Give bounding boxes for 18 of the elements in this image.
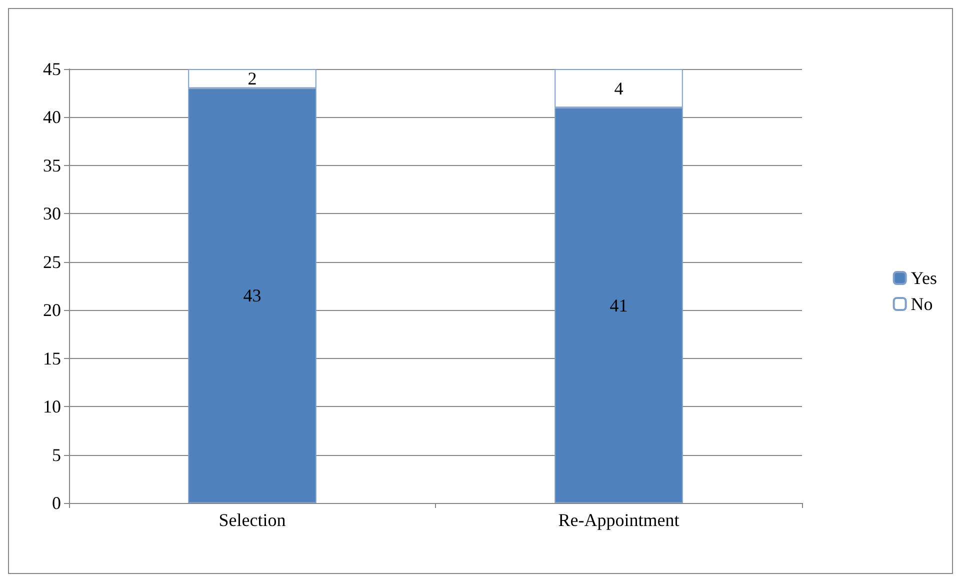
legend-label: Yes bbox=[910, 268, 938, 288]
y-tick-label: 35 bbox=[43, 155, 61, 176]
y-tick-label: 0 bbox=[52, 493, 61, 513]
data-label: 4 bbox=[614, 78, 624, 98]
legend-label: No bbox=[910, 294, 933, 314]
x-tick-label: Selection bbox=[218, 510, 286, 530]
y-tick-label: 5 bbox=[52, 444, 61, 465]
y-tick-label: 45 bbox=[43, 59, 61, 79]
data-label: 2 bbox=[248, 68, 257, 89]
y-tick-label: 40 bbox=[43, 107, 61, 128]
y-tick-label: 30 bbox=[43, 204, 61, 224]
y-tick-label: 15 bbox=[43, 348, 61, 368]
y-tick-label: 25 bbox=[43, 252, 61, 272]
y-tick-label: 20 bbox=[43, 300, 61, 320]
data-label: 41 bbox=[610, 295, 628, 316]
data-label: 43 bbox=[243, 286, 262, 306]
x-tick-label: Re-Appointment bbox=[558, 510, 680, 530]
y-tick-label: 10 bbox=[43, 396, 61, 417]
